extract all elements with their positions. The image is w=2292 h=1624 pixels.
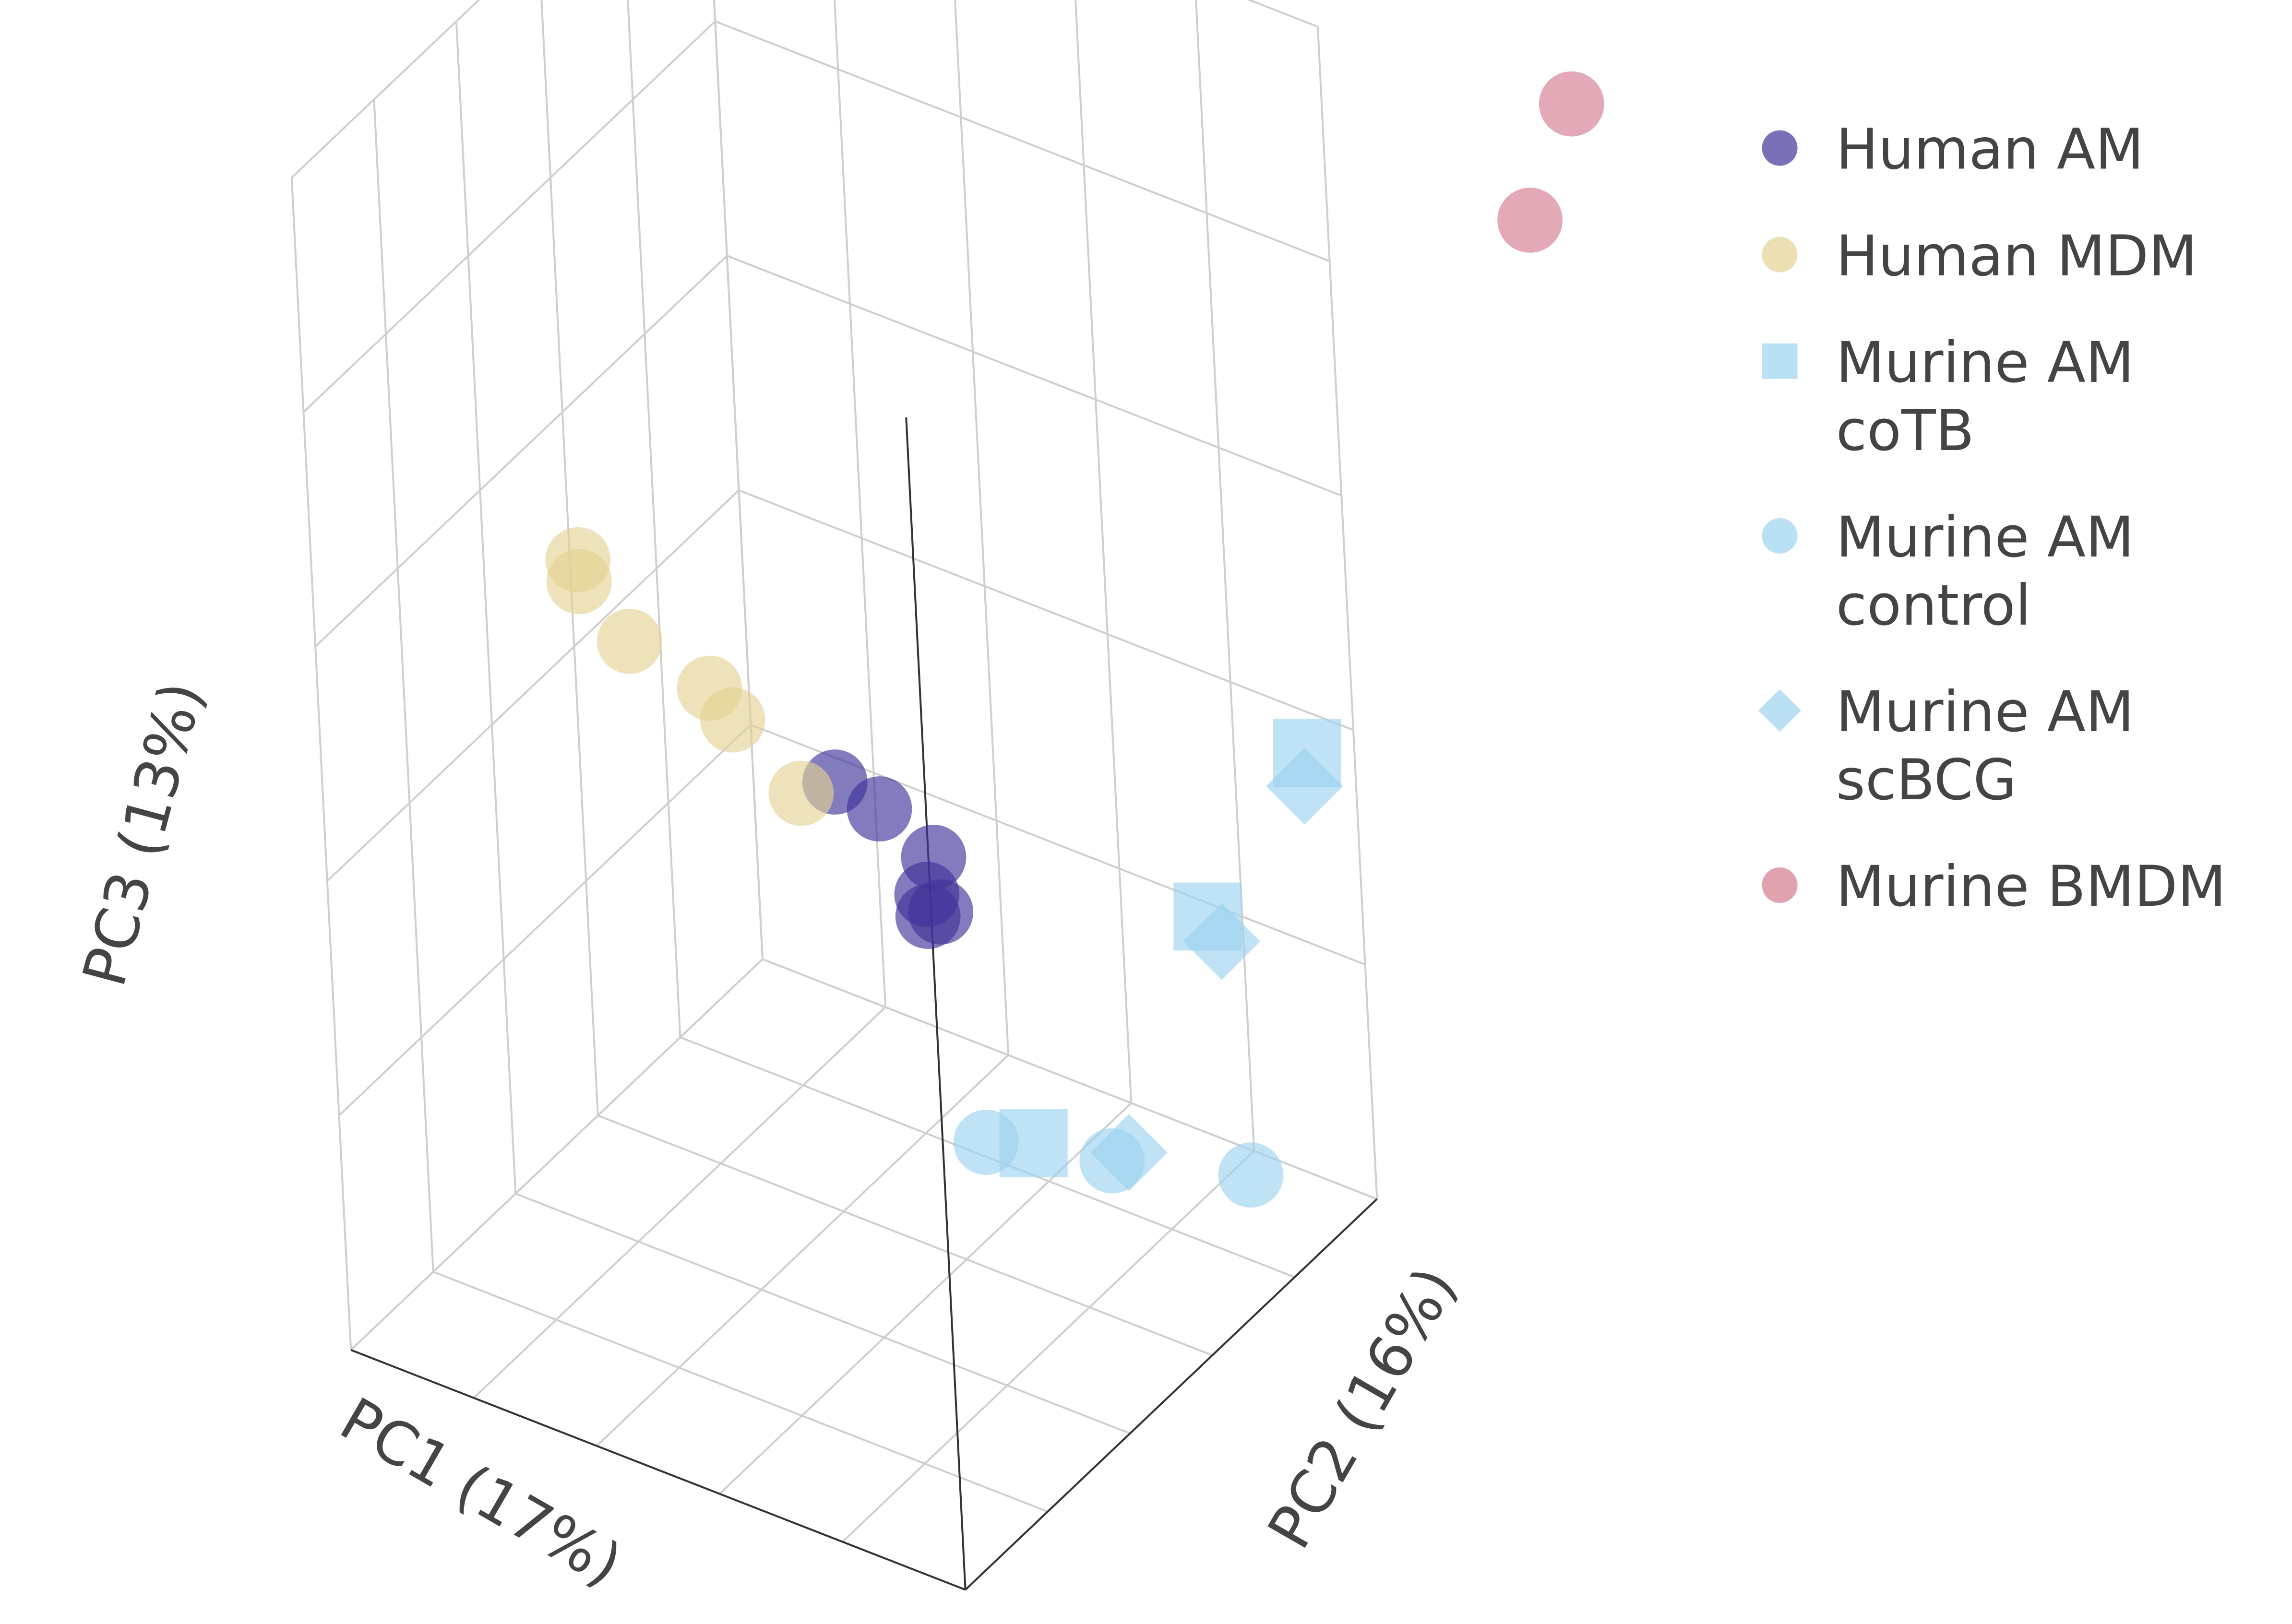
- y-axis-title: PC2 (16%): [1255, 1256, 1470, 1560]
- point: [597, 608, 662, 674]
- wall-grid-line: [1074, 0, 1133, 1103]
- point: [847, 776, 912, 842]
- floor-grid-line: [473, 1006, 886, 1399]
- wall-grid-line: [291, 0, 480, 178]
- wall-grid-line: [373, 99, 434, 1272]
- wall-grid-line: [727, 255, 1342, 497]
- legend-item: Human AM: [1762, 116, 2280, 184]
- legend-item: Human MDM: [1762, 222, 2280, 290]
- legend-label: Human AM: [1836, 117, 2144, 182]
- wall-grid-line: [762, 958, 1378, 1200]
- legend-item: Murine AM coTB: [1762, 329, 2280, 465]
- wall-grid-line: [303, 20, 716, 413]
- point: [1218, 1142, 1284, 1208]
- axis-line: [905, 417, 967, 1590]
- wall-grid-line: [627, 0, 681, 1038]
- wall-grid-line: [833, 0, 887, 1008]
- legend-label: Human MDM: [1836, 223, 2197, 289]
- wall-grid-line: [1195, 0, 1255, 1151]
- floor-grid-line: [842, 1150, 1255, 1543]
- legend-marker: [1762, 867, 1798, 903]
- legend-label: Murine AM control: [1836, 505, 2135, 638]
- legend-item: Murine BMDM: [1762, 853, 2280, 921]
- point: [546, 549, 612, 615]
- legend: Human AM Human MDM Murine AM coTB Murine AM…: [1758, 116, 2280, 960]
- point: [953, 1110, 1019, 1175]
- wall-grid-line: [1316, 26, 1378, 1199]
- wall-grid-line: [1247, 0, 1318, 28]
- floor-grid-line: [433, 1271, 1048, 1513]
- points: [545, 71, 1604, 1208]
- wall-grid-line: [738, 489, 1354, 731]
- point: [895, 884, 961, 949]
- point: [1539, 71, 1604, 137]
- legend-label: Murine AM coTB: [1836, 330, 2135, 463]
- legend-marker: [1762, 343, 1798, 379]
- legend-label: Murine AM scBCG: [1836, 679, 2135, 813]
- wall-grid-line: [455, 21, 517, 1194]
- wall-grid-line: [713, 0, 764, 960]
- legend-marker: [1762, 237, 1798, 273]
- floor-grid-line: [596, 1054, 1009, 1447]
- point: [1497, 188, 1563, 253]
- wall-grid-line: [715, 20, 1330, 262]
- legend-marker: [1762, 130, 1798, 166]
- legend-marker: [1762, 518, 1798, 554]
- wall-grid-line: [954, 0, 1010, 1055]
- axis-line: [350, 1349, 966, 1591]
- floor-grid-line: [515, 1193, 1131, 1434]
- wall-grid-line: [326, 489, 740, 882]
- wall-grid-line: [713, 0, 764, 960]
- axis-line: [965, 1198, 1378, 1591]
- z-axis-title: PC3 (13%): [70, 675, 217, 993]
- x-axis-title: PC1 (17%): [329, 1385, 633, 1600]
- floor-grid-line: [719, 1102, 1132, 1495]
- point: [700, 687, 765, 753]
- wall-grid-line: [350, 958, 764, 1351]
- floor-grid-line: [597, 1114, 1213, 1356]
- legend-item: Murine AM scBCG: [1758, 678, 2280, 814]
- legend-item: Murine AM control: [1762, 503, 2280, 640]
- wall-grid-line: [290, 178, 352, 1350]
- wall-grid-line: [314, 255, 728, 648]
- legend-label: Murine BMDM: [1836, 854, 2226, 919]
- point: [1183, 903, 1261, 980]
- point: [768, 760, 834, 826]
- wall-grid-line: [338, 724, 752, 1116]
- legend-marker: [1758, 689, 1802, 732]
